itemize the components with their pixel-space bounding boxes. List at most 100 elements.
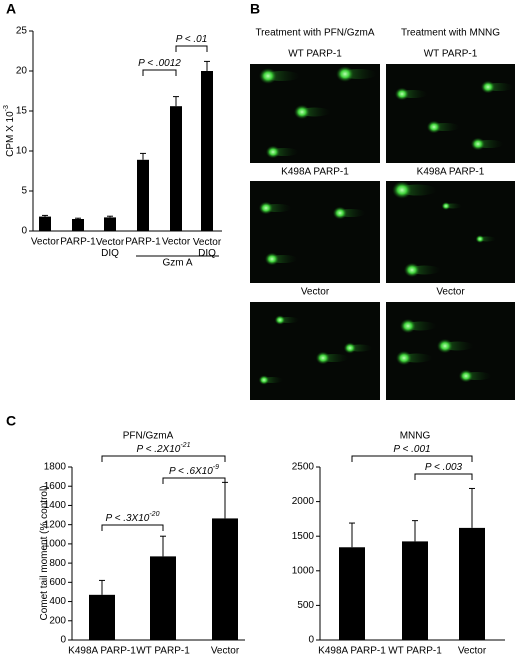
y-tick-label: 800 xyxy=(49,558,66,569)
x-tick-label: Vector xyxy=(211,646,240,657)
significance-label-main: P < .001 xyxy=(393,444,430,455)
chart-title: PFN/GzmA xyxy=(123,431,174,442)
comet-head xyxy=(480,80,496,94)
y-tick-label: 0 xyxy=(308,635,314,646)
y-tick-label: 400 xyxy=(49,596,66,607)
image-label: WT PARP-1 xyxy=(288,49,342,60)
comet-head xyxy=(475,235,485,243)
comet-head xyxy=(264,252,280,266)
significance-label: P < .01 xyxy=(176,34,208,45)
bar xyxy=(339,547,365,640)
x-tick-label: K498A PARP-1 xyxy=(318,646,386,657)
comet-head xyxy=(392,181,412,199)
bar xyxy=(150,556,176,640)
significance-bracket xyxy=(414,473,473,480)
comet-head xyxy=(315,351,331,365)
image-label: K498A PARP-1 xyxy=(281,167,349,178)
y-tick-label: 5 xyxy=(21,186,27,197)
x-tick-label: WT PARP-1 xyxy=(136,646,190,657)
significance-label: P < .3X10-20 xyxy=(106,511,160,524)
y-axis-label-sup: -3 xyxy=(3,105,10,111)
chart-title: MNNG xyxy=(400,431,431,442)
y-axis-label: CPM X 10-3 xyxy=(3,105,16,157)
y-tick-label: 0 xyxy=(60,635,66,646)
significance-bracket xyxy=(351,455,473,462)
y-tick-label: 1500 xyxy=(292,531,315,542)
x-tick-label-line: Vector xyxy=(193,237,222,248)
bar xyxy=(402,541,428,640)
y-tick-label: 20 xyxy=(16,66,28,77)
panel-label: B xyxy=(250,1,260,17)
significance-bracket xyxy=(142,69,177,76)
x-tick-label: PARP-1 xyxy=(60,237,96,248)
y-axis-label: Comet tail moment (% control) xyxy=(39,485,50,620)
micrograph xyxy=(386,64,515,163)
comet-head xyxy=(336,66,354,82)
significance-label-main: P < .6X10 xyxy=(169,466,213,477)
y-tick-label: 1200 xyxy=(44,519,67,530)
y-tick-label: 1000 xyxy=(292,565,315,576)
bar xyxy=(137,159,149,231)
significance-bracket xyxy=(162,477,226,484)
comet-head xyxy=(395,350,413,366)
bar xyxy=(212,518,238,640)
bar xyxy=(39,216,51,231)
significance-bracket xyxy=(175,45,208,52)
significance-label: P < .2X10-21 xyxy=(137,442,191,455)
x-tick-label: Vector DIQ xyxy=(96,237,125,259)
comet-head xyxy=(470,137,486,151)
significance-label: P < .0012 xyxy=(138,58,181,69)
x-tick-label-line: DIQ xyxy=(198,248,216,259)
image-label: Vector xyxy=(436,287,465,298)
x-tick-label: WT PARP-1 xyxy=(388,646,442,657)
y-tick-label: 25 xyxy=(16,26,28,37)
significance-label-sup: -20 xyxy=(149,511,159,518)
x-tick-label: Vector xyxy=(458,646,487,657)
significance-label-main: P < .0012 xyxy=(138,58,181,69)
significance-label-main: P < .3X10 xyxy=(106,513,150,524)
x-tick-label-line: Vector xyxy=(96,237,125,248)
x-tick-label: PARP-1 xyxy=(125,237,161,248)
y-tick-label: 1400 xyxy=(44,500,67,511)
comet-head xyxy=(426,120,442,134)
significance-label: P < .003 xyxy=(425,462,463,473)
y-axis-label-main: CPM X 10 xyxy=(5,111,16,157)
image-label: WT PARP-1 xyxy=(424,49,478,60)
bar xyxy=(459,527,485,640)
column-header: Treatment with MNNG xyxy=(401,28,500,39)
y-tick-label: 2500 xyxy=(292,462,315,473)
significance-label: P < .001 xyxy=(393,444,430,455)
comet-head xyxy=(343,342,357,354)
significance-label-main: P < .2X10 xyxy=(137,444,181,455)
comet-head xyxy=(394,87,410,101)
comet-head xyxy=(274,315,286,325)
x-tick-label: Vector xyxy=(162,237,191,248)
comet-head xyxy=(265,145,281,159)
y-tick-label: 500 xyxy=(297,600,314,611)
significance-label-main: P < .003 xyxy=(425,462,463,473)
comet-head xyxy=(403,262,421,278)
bar xyxy=(201,71,213,231)
significance-label: P < .6X10-9 xyxy=(169,464,219,477)
y-tick-label: 10 xyxy=(16,146,28,157)
x-tick-label-line: DIQ xyxy=(101,248,119,259)
comet-head xyxy=(258,375,270,385)
comet-head xyxy=(293,104,311,120)
comet-head xyxy=(258,201,274,215)
panel-label: A xyxy=(6,1,16,17)
significance-label-sup: -9 xyxy=(213,464,219,471)
comet-head xyxy=(436,338,454,354)
image-label: Vector xyxy=(301,287,330,298)
panel-label: C xyxy=(6,413,16,429)
significance-bracket xyxy=(101,524,164,531)
y-tick-label: 600 xyxy=(49,577,66,588)
y-tick-label: 15 xyxy=(16,106,28,117)
x-tick-label: Vector xyxy=(31,237,60,248)
y-tick-label: 1800 xyxy=(44,462,67,473)
y-tick-label: 200 xyxy=(49,615,66,626)
y-axis-label-main: Comet tail moment (% control) xyxy=(39,485,50,620)
y-tick-label: 0 xyxy=(21,226,27,237)
y-tick-label: 2000 xyxy=(292,496,315,507)
x-tick-label: K498A PARP-1 xyxy=(68,646,136,657)
